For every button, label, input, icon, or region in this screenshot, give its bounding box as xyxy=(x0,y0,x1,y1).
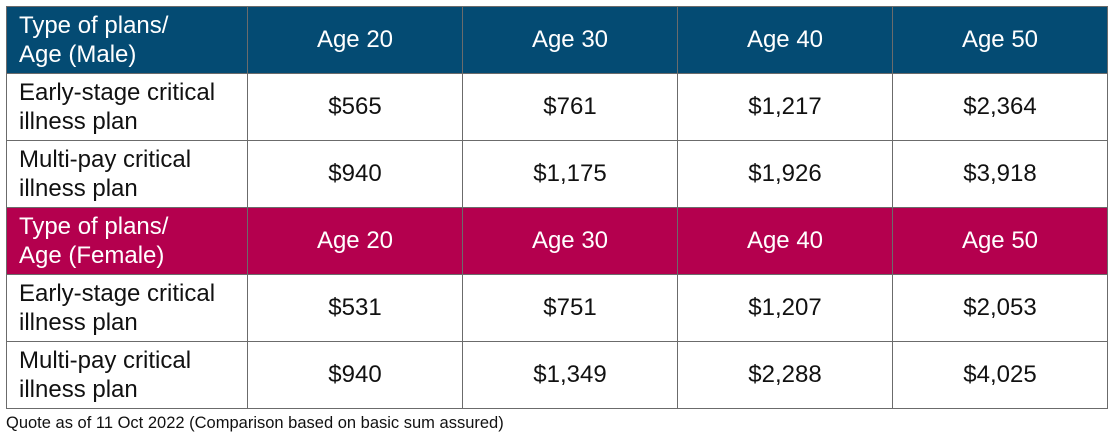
male-header-row: Type of plans/ Age (Male) Age 20 Age 30 … xyxy=(6,6,1108,74)
premium-cell: $3,918 xyxy=(892,140,1108,208)
premium-cell: $1,349 xyxy=(462,341,678,409)
table-row: Multi-pay critical illness plan $940 $1,… xyxy=(6,341,1108,409)
header-age-cell: Age 50 xyxy=(892,207,1108,275)
plan-name-line2: illness plan xyxy=(19,108,138,135)
plan-name-line1: Multi-pay critical xyxy=(19,347,192,374)
female-header-row: Type of plans/ Age (Female) Age 20 Age 3… xyxy=(6,207,1108,275)
premium-comparison-table: Type of plans/ Age (Male) Age 20 Age 30 … xyxy=(6,6,1108,409)
table-row: Early-stage critical illness plan $531 $… xyxy=(6,274,1108,342)
table-row: Multi-pay critical illness plan $940 $1,… xyxy=(6,140,1108,208)
plan-name-cell: Multi-pay critical illness plan xyxy=(6,341,248,409)
header-label-line1: Type of plans/ xyxy=(19,12,169,39)
plan-name-line2: illness plan xyxy=(19,376,138,403)
plan-name-line1: Early-stage critical xyxy=(19,280,216,307)
premium-cell: $761 xyxy=(462,73,678,141)
header-label-line1: Type of plans/ xyxy=(19,213,169,240)
header-age-cell: Age 40 xyxy=(677,6,893,74)
header-label-line2: Age (Female) xyxy=(19,242,165,269)
premium-cell: $4,025 xyxy=(892,341,1108,409)
header-age-cell: Age 40 xyxy=(677,207,893,275)
table-row: Early-stage critical illness plan $565 $… xyxy=(6,73,1108,141)
plan-name-cell: Early-stage critical illness plan xyxy=(6,73,248,141)
header-label-line2: Age (Male) xyxy=(19,41,137,68)
premium-cell: $1,175 xyxy=(462,140,678,208)
premium-cell: $751 xyxy=(462,274,678,342)
male-header-label-cell: Type of plans/ Age (Male) xyxy=(6,6,248,74)
plan-name-cell: Early-stage critical illness plan xyxy=(6,274,248,342)
header-age-cell: Age 30 xyxy=(462,207,678,275)
plan-name-line2: illness plan xyxy=(19,309,138,336)
premium-cell: $940 xyxy=(247,140,463,208)
female-header-label-cell: Type of plans/ Age (Female) xyxy=(6,207,248,275)
premium-cell: $565 xyxy=(247,73,463,141)
premium-cell: $940 xyxy=(247,341,463,409)
premium-cell: $531 xyxy=(247,274,463,342)
premium-cell: $2,288 xyxy=(677,341,893,409)
header-age-cell: Age 20 xyxy=(247,6,463,74)
header-age-cell: Age 50 xyxy=(892,6,1108,74)
premium-cell: $1,217 xyxy=(677,73,893,141)
premium-cell: $2,053 xyxy=(892,274,1108,342)
header-age-cell: Age 30 xyxy=(462,6,678,74)
plan-name-line2: illness plan xyxy=(19,175,138,202)
quote-footnote: Quote as of 11 Oct 2022 (Comparison base… xyxy=(6,414,504,432)
plan-name-line1: Multi-pay critical xyxy=(19,146,192,173)
premium-cell: $1,207 xyxy=(677,274,893,342)
premium-cell: $2,364 xyxy=(892,73,1108,141)
plan-name-cell: Multi-pay critical illness plan xyxy=(6,140,248,208)
header-age-cell: Age 20 xyxy=(247,207,463,275)
premium-cell: $1,926 xyxy=(677,140,893,208)
plan-name-line1: Early-stage critical xyxy=(19,79,216,106)
